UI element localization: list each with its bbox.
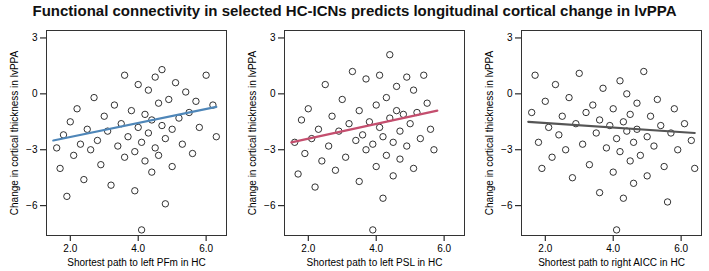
svg-text:4.0: 4.0 <box>606 243 620 254</box>
html-text:Functional connectivity in sel: Functional connectivity in selected HC-I… <box>32 2 677 19</box>
svg-text:6.0: 6.0 <box>674 243 688 254</box>
svg-text:Shortest path to left PFm in H: Shortest path to left PFm in HC <box>67 257 205 268</box>
svg-text:Shortest path to left PSL in H: Shortest path to left PSL in HC <box>306 257 442 268</box>
svg-text:3: 3 <box>32 32 38 43</box>
svg-text:−3: −3 <box>501 144 513 155</box>
svg-text:−6: −6 <box>501 200 513 211</box>
svg-text:−3: −3 <box>264 144 276 155</box>
svg-text:−6: −6 <box>264 200 276 211</box>
svg-text:−6: −6 <box>26 200 38 211</box>
svg-text:0: 0 <box>269 88 275 99</box>
svg-text:2.0: 2.0 <box>301 243 315 254</box>
svg-text:0: 0 <box>507 88 513 99</box>
svg-text:Shortest path to right AICC in: Shortest path to right AICC in HC <box>538 257 685 268</box>
svg-text:2.0: 2.0 <box>538 243 552 254</box>
svg-text:6.0: 6.0 <box>437 243 451 254</box>
svg-text:4.0: 4.0 <box>131 243 145 254</box>
svg-text:3: 3 <box>269 32 275 43</box>
svg-text:0: 0 <box>32 88 38 99</box>
svg-text:6.0: 6.0 <box>199 243 213 254</box>
svg-text:Change in cortical thickness i: Change in cortical thickness in lvPPA <box>246 51 257 216</box>
svg-text:Change in cortical thickness i: Change in cortical thickness in lvPPA <box>484 51 495 216</box>
svg-text:2.0: 2.0 <box>63 243 77 254</box>
svg-text:−3: −3 <box>26 144 38 155</box>
svg-text:3: 3 <box>507 32 513 43</box>
svg-text:Change in cortical thickness i: Change in cortical thickness in lvPPA <box>9 51 20 216</box>
svg-text:4.0: 4.0 <box>369 243 383 254</box>
